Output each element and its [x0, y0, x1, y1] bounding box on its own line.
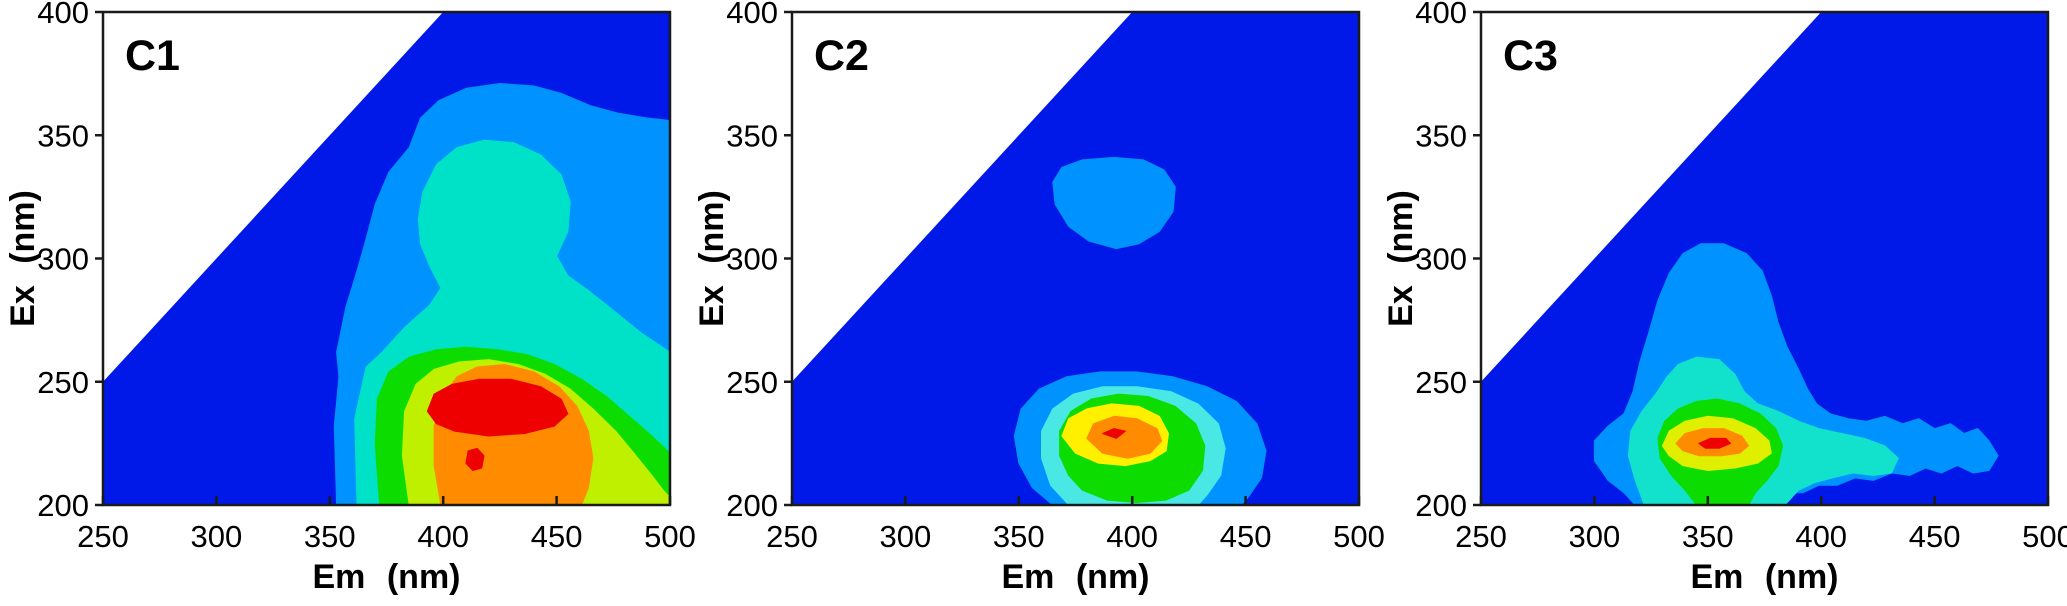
panel-label: C3	[1503, 32, 1558, 80]
y-tick-label: 350	[1415, 118, 1467, 153]
panel-label: C1	[125, 32, 180, 80]
contour-level-6	[1698, 437, 1731, 449]
contour-plot-area	[1481, 12, 2048, 505]
x-tick-label: 450	[531, 519, 583, 554]
x-tick-label: 500	[1333, 519, 1385, 554]
x-axis-title: Em (nm)	[313, 558, 461, 596]
panel-label: C2	[814, 32, 869, 80]
x-tick-label: 350	[304, 519, 356, 554]
x-tick-label: 500	[644, 519, 696, 554]
x-tick-label: 250	[77, 519, 129, 554]
x-tick-label: 300	[1569, 519, 1621, 554]
x-tick-label: 350	[1682, 519, 1734, 554]
x-tick-label: 450	[1220, 519, 1272, 554]
x-tick-label: 350	[993, 519, 1045, 554]
y-tick-label: 300	[1415, 242, 1467, 277]
y-axis-title: Ex (nm)	[693, 190, 731, 327]
y-tick-label: 250	[726, 365, 778, 400]
x-tick-label: 500	[2022, 519, 2067, 554]
x-tick-label: 250	[766, 519, 818, 554]
x-axis-title: Em (nm)	[1691, 558, 1839, 596]
x-tick-label: 300	[880, 519, 932, 554]
contour-level-5	[1086, 415, 1163, 459]
y-tick-label: 350	[37, 118, 89, 153]
contour-level-6	[465, 447, 485, 471]
y-tick-label: 400	[726, 0, 778, 30]
rayleigh-mask	[792, 12, 1133, 382]
y-tick-label: 250	[1415, 365, 1467, 400]
y-tick-label: 300	[726, 242, 778, 277]
x-tick-label: 400	[417, 519, 469, 554]
contour-plot-area	[792, 12, 1359, 505]
rayleigh-mask	[103, 12, 444, 382]
contour-level-6	[426, 378, 569, 437]
y-tick-label: 300	[37, 242, 89, 277]
y-tick-label: 200	[726, 488, 778, 523]
y-tick-label: 400	[1415, 0, 1467, 30]
x-tick-label: 250	[1455, 519, 1507, 554]
x-tick-label: 400	[1106, 519, 1158, 554]
y-axis-title: Ex (nm)	[1382, 190, 1420, 327]
contour-plot-area	[103, 12, 670, 505]
y-tick-label: 200	[1415, 488, 1467, 523]
y-tick-label: 350	[726, 118, 778, 153]
x-tick-label: 300	[191, 519, 243, 554]
y-tick-label: 250	[37, 365, 89, 400]
y-axis-title: Ex (nm)	[4, 190, 42, 327]
x-tick-label: 400	[1795, 519, 1847, 554]
contour-level-6	[1102, 428, 1126, 439]
x-axis-title: Em (nm)	[1002, 558, 1150, 596]
y-tick-label: 400	[37, 0, 89, 30]
contour-level-1	[1052, 156, 1176, 250]
y-tick-label: 200	[37, 488, 89, 523]
x-tick-label: 450	[1909, 519, 1961, 554]
